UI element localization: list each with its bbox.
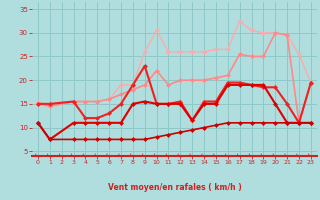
X-axis label: Vent moyen/en rafales ( km/h ): Vent moyen/en rafales ( km/h ) [108, 183, 241, 192]
